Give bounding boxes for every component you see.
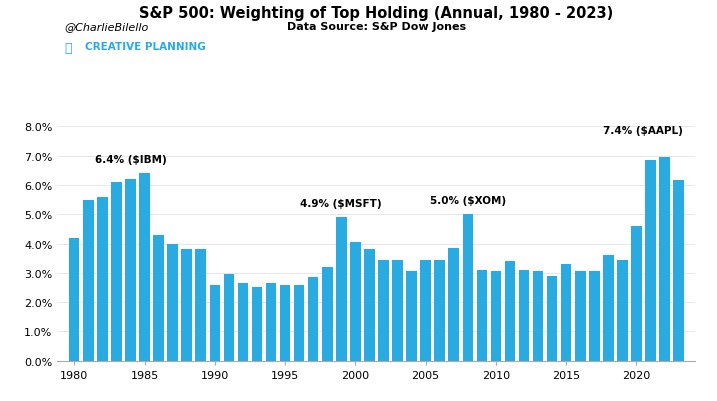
- Bar: [364, 250, 375, 361]
- Text: S&P 500: Weighting of Top Holding (Annual, 1980 - 2023): S&P 500: Weighting of Top Holding (Annua…: [139, 6, 614, 21]
- Bar: [294, 285, 305, 361]
- Bar: [209, 285, 220, 361]
- Bar: [477, 270, 487, 361]
- Bar: [448, 248, 459, 361]
- Bar: [407, 272, 417, 361]
- Bar: [505, 261, 516, 361]
- Bar: [153, 235, 163, 361]
- Bar: [420, 260, 431, 361]
- Bar: [97, 197, 108, 361]
- Bar: [490, 272, 501, 361]
- Bar: [125, 180, 136, 361]
- Text: CREATIVE PLANNING: CREATIVE PLANNING: [85, 42, 205, 52]
- Bar: [547, 276, 557, 361]
- Text: Data Source: S&P Dow Jones: Data Source: S&P Dow Jones: [287, 22, 466, 32]
- Bar: [322, 267, 333, 361]
- Bar: [631, 226, 642, 361]
- Bar: [589, 272, 599, 361]
- Bar: [139, 174, 150, 361]
- Bar: [435, 260, 445, 361]
- Text: @CharlieBilello: @CharlieBilello: [65, 22, 149, 32]
- Text: 6.4% ($IBM): 6.4% ($IBM): [95, 155, 166, 165]
- Bar: [603, 255, 614, 361]
- Bar: [378, 260, 389, 361]
- Bar: [518, 270, 529, 361]
- Text: 4.9% ($MSFT): 4.9% ($MSFT): [300, 199, 382, 209]
- Bar: [673, 181, 684, 361]
- Bar: [561, 264, 571, 361]
- Bar: [336, 218, 346, 361]
- Bar: [196, 250, 206, 361]
- Bar: [266, 284, 276, 361]
- Bar: [224, 275, 234, 361]
- Bar: [350, 243, 361, 361]
- Bar: [83, 200, 93, 361]
- Bar: [462, 215, 473, 361]
- Bar: [308, 277, 318, 361]
- Bar: [617, 260, 627, 361]
- Bar: [645, 160, 656, 361]
- Bar: [252, 288, 262, 361]
- Bar: [533, 272, 543, 361]
- Text: Ⓒ: Ⓒ: [65, 42, 72, 55]
- Bar: [392, 260, 403, 361]
- Bar: [660, 158, 670, 361]
- Text: 5.0% ($XOM): 5.0% ($XOM): [429, 196, 506, 206]
- Bar: [111, 182, 122, 361]
- Bar: [575, 272, 586, 361]
- Bar: [181, 250, 192, 361]
- Text: 7.4% ($AAPL): 7.4% ($AAPL): [603, 126, 683, 136]
- Bar: [69, 238, 80, 361]
- Bar: [237, 284, 248, 361]
- Bar: [280, 285, 290, 361]
- Bar: [167, 244, 178, 361]
